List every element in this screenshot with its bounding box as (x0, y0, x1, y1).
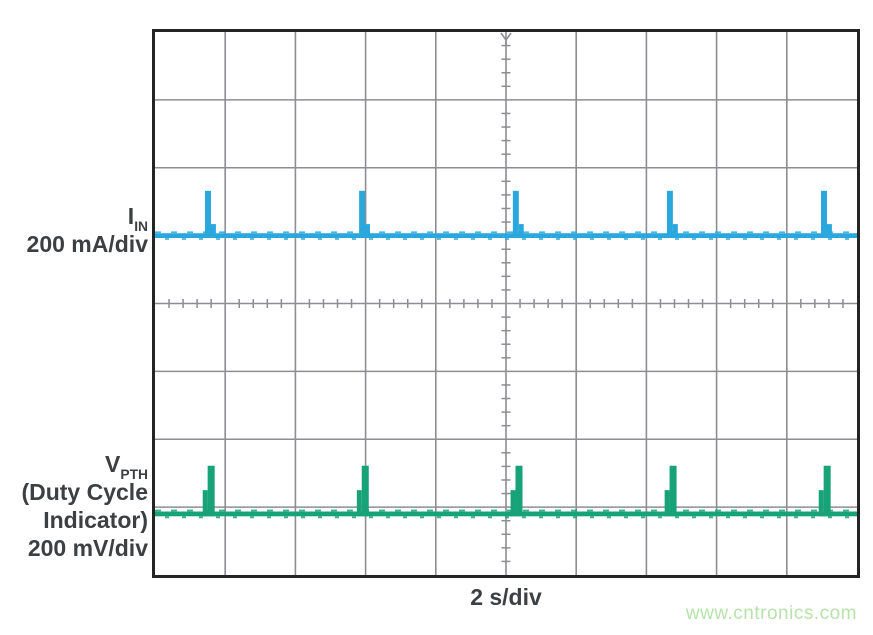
pulse-iin (512, 190, 519, 239)
pulse-iin (359, 190, 366, 239)
ch2-symbol: VPTH (105, 451, 148, 483)
pulse-step-vpth (664, 490, 670, 517)
pulse-step-iin (826, 224, 832, 239)
pulse-step-vpth (202, 490, 208, 517)
x-axis-label: 2 s/div (470, 584, 542, 610)
pulse-vpth (823, 465, 831, 517)
pulse-step-iin (672, 224, 678, 239)
pulse-vpth (515, 465, 523, 517)
pulse-step-vpth (818, 490, 824, 517)
ch2-note-line1: (Duty Cycle (21, 479, 148, 505)
pulse-iin (205, 190, 211, 239)
ch1-symbol: IIN (127, 203, 148, 235)
ch1-subscript: IN (134, 219, 148, 235)
scope-graticule (152, 29, 860, 578)
ch1-label: IIN 200 mA/div (27, 202, 148, 258)
ch2-subscript: PTH (120, 467, 148, 483)
pulse-step-vpth (356, 490, 362, 517)
pulse-iin (821, 190, 827, 239)
graticule-minor-ticks (168, 44, 844, 563)
ch1-scale: 200 mA/div (26, 231, 148, 257)
pulse-step-iin (365, 224, 370, 239)
trace-iin (155, 190, 857, 240)
scope-plot (155, 32, 857, 575)
pulse-step-iin (210, 224, 216, 239)
ch2-label: VPTH (Duty Cycle Indicator) 200 mV/div (21, 450, 148, 562)
ch2-note-line2: Indicator) (43, 507, 148, 533)
pulse-vpth (669, 465, 677, 517)
trace-vpth (155, 465, 857, 519)
ch2-scale: 200 mV/div (27, 535, 148, 561)
pulse-vpth (207, 465, 215, 517)
pulse-step-iin (518, 224, 524, 239)
pulse-vpth (361, 465, 369, 517)
watermark-text: www.cntronics.com (685, 603, 857, 624)
pulse-iin (666, 190, 673, 239)
trigger-marker (500, 32, 512, 45)
pulse-step-vpth (510, 490, 516, 517)
